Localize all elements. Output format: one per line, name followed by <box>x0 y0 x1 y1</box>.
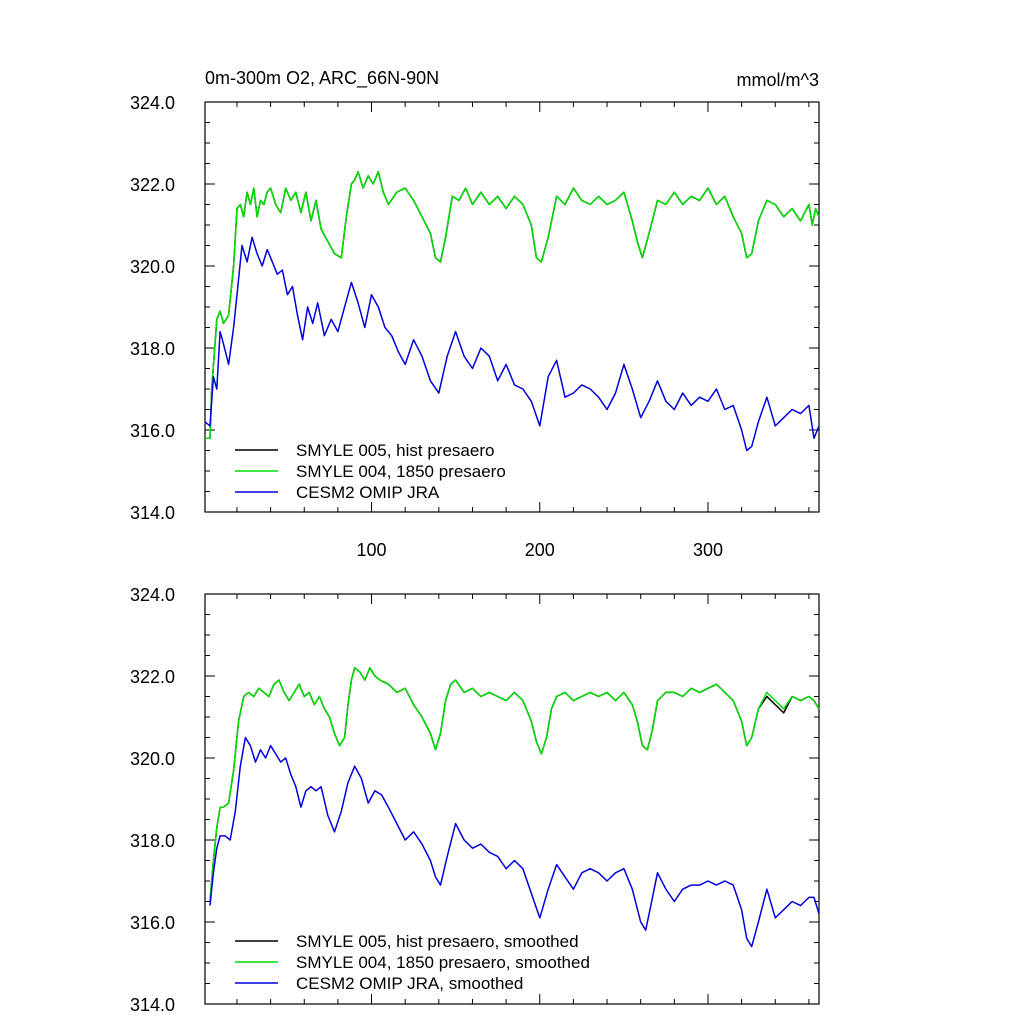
y-tick-label: 324.0 <box>130 93 175 113</box>
series-group-bottom <box>209 667 820 948</box>
x-tick-label: 300 <box>693 540 723 560</box>
legend-bottom: SMYLE 005, hist presaero, smoothed SMYLE … <box>235 932 590 993</box>
series-line-top-3 <box>204 236 820 452</box>
y-tick-label: 318.0 <box>130 831 175 851</box>
series-line-bottom-2 <box>209 667 820 902</box>
units-label-top: mmol/m^3 <box>737 70 819 90</box>
y-tick-label: 316.0 <box>130 421 175 441</box>
y-tick-label: 320.0 <box>130 749 175 769</box>
series-line-bottom-3 <box>209 736 820 948</box>
axis-ticks-bottom: 314.0 316.0 318.0 320.0 322.0 324.0 <box>130 585 819 1015</box>
panel-top: 0m-300m O2, ARC_66N-90N mmol/m^3 314.031… <box>130 68 820 560</box>
y-tick-label: 320.0 <box>130 257 175 277</box>
legend-label: SMYLE 005, hist presaero <box>296 441 494 460</box>
legend-label: SMYLE 004, 1850 presaero <box>296 462 506 481</box>
legend-label: CESM2 OMIP JRA <box>296 483 440 502</box>
x-tick-label: 100 <box>357 540 387 560</box>
panel-bottom: 314.0 316.0 318.0 320.0 322.0 324.0 SMYLE 005… <box>130 585 820 1015</box>
y-tick-label: 322.0 <box>130 175 175 195</box>
legend-label: SMYLE 005, hist presaero, smoothed <box>296 932 579 951</box>
y-tick-label: 314.0 <box>130 503 175 523</box>
y-tick-label: 316.0 <box>130 913 175 933</box>
x-tick-label: 200 <box>525 540 555 560</box>
chart-title-top: 0m-300m O2, ARC_66N-90N <box>205 68 439 89</box>
y-tick-label: 322.0 <box>130 667 175 687</box>
legend-label: SMYLE 004, 1850 presaero, smoothed <box>296 953 590 972</box>
series-line-bottom-1 <box>209 667 820 902</box>
series-line-top-1 <box>205 170 820 439</box>
series-group-top <box>204 170 820 452</box>
y-tick-label: 324.0 <box>130 585 175 605</box>
y-tick-label: 318.0 <box>130 339 175 359</box>
y-tick-label: 314.0 <box>130 995 175 1015</box>
series-line-top-2 <box>205 170 820 439</box>
legend-top: SMYLE 005, hist presaero SMYLE 004, 1850 … <box>235 441 506 502</box>
legend-label: CESM2 OMIP JRA, smoothed <box>296 974 523 993</box>
axis-ticks-top: 314.0 316.0 318.0 320.0 322.0 324.0 100 200 300 <box>130 93 819 560</box>
